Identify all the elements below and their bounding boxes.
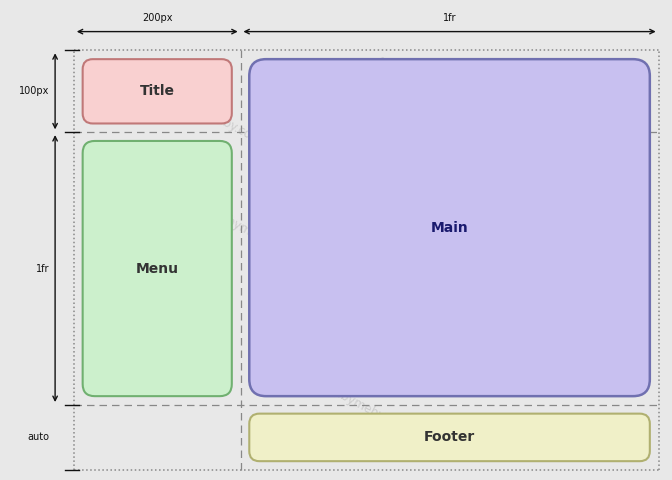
Text: sentence.bymeby.com: sentence.bymeby.com — [422, 208, 546, 282]
Text: Footer: Footer — [424, 431, 475, 444]
Text: Title: Title — [140, 84, 175, 98]
Text: sentence.bymeby.com: sentence.bymeby.com — [140, 73, 263, 147]
FancyBboxPatch shape — [249, 414, 650, 461]
FancyBboxPatch shape — [249, 59, 650, 396]
Text: 200px: 200px — [142, 13, 173, 23]
FancyBboxPatch shape — [83, 59, 232, 123]
Text: sentence.bymeby.com: sentence.bymeby.com — [375, 53, 499, 127]
FancyBboxPatch shape — [83, 141, 232, 396]
Text: Main: Main — [431, 221, 468, 235]
Text: 1fr: 1fr — [443, 13, 456, 23]
Text: auto: auto — [28, 432, 50, 443]
Text: sentence.bymeby.com: sentence.bymeby.com — [288, 362, 411, 436]
Text: sentence.bymeby.com: sentence.bymeby.com — [173, 188, 297, 262]
Text: 100px: 100px — [19, 86, 50, 96]
Text: Menu: Menu — [136, 262, 179, 276]
Text: 1fr: 1fr — [36, 264, 50, 274]
